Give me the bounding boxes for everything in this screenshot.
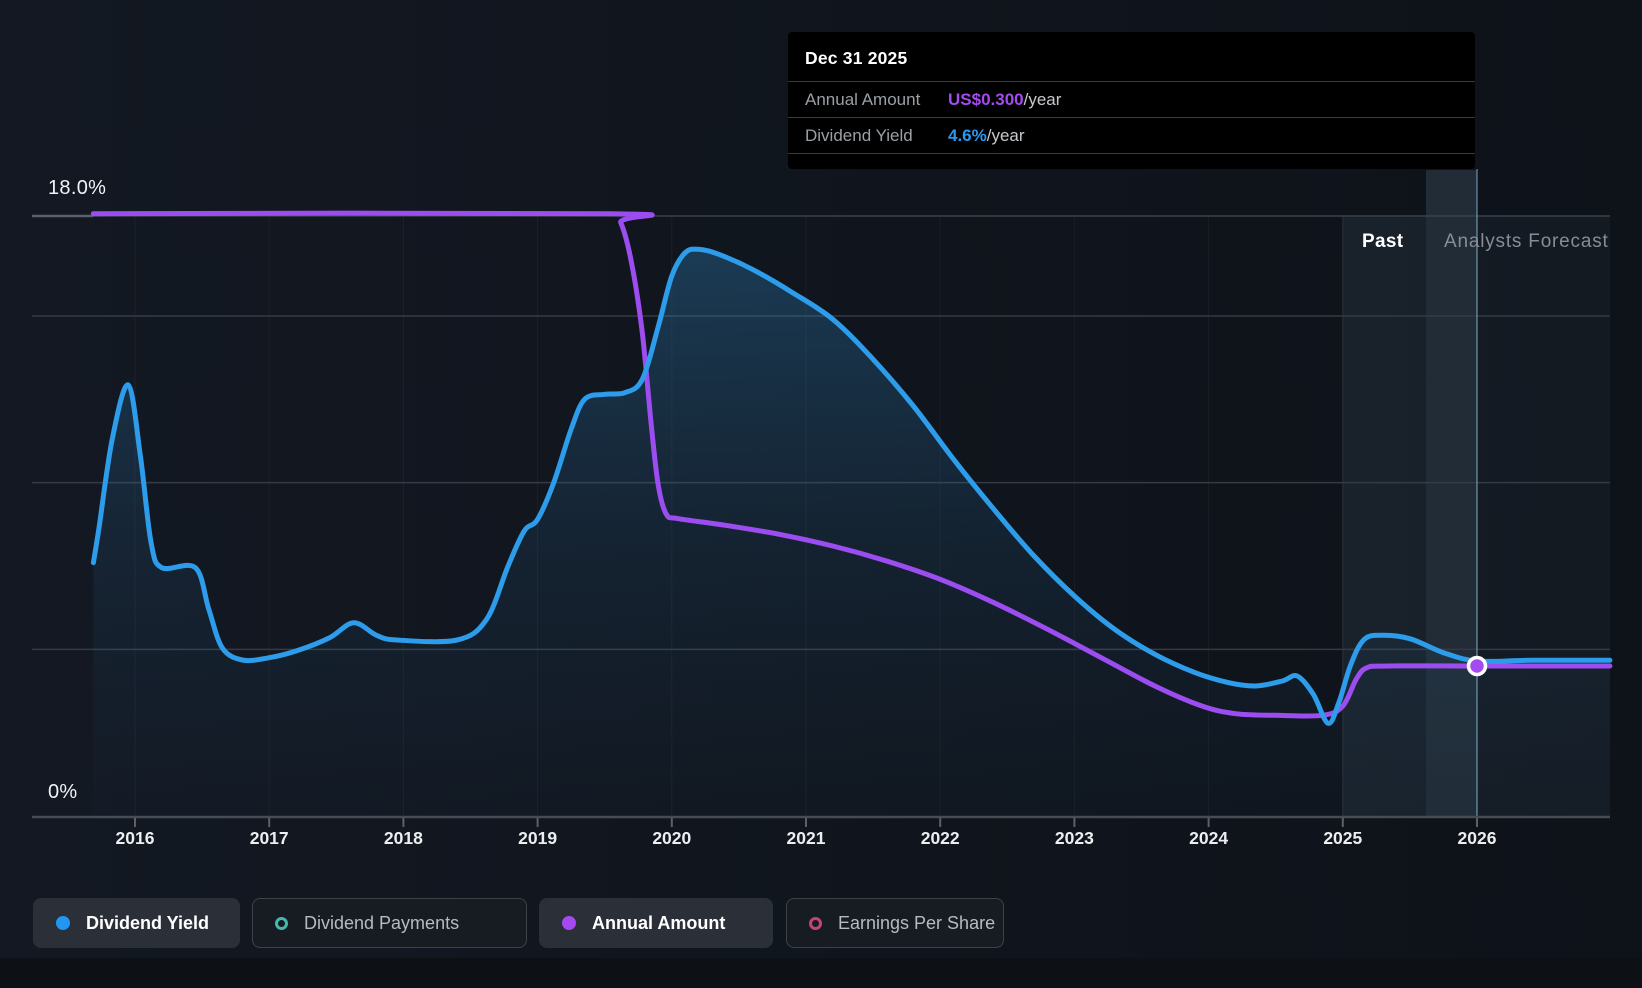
x-axis-label: 2024 <box>1189 828 1229 848</box>
legend-button-earnings-per-share[interactable]: Earnings Per Share <box>786 898 1004 948</box>
legend-button-label: Dividend Yield <box>86 912 210 933</box>
legend-button-dividend-yield[interactable]: Dividend Yield <box>33 898 240 948</box>
tooltip-row-label: Annual Amount <box>805 89 921 109</box>
tooltip-row-value: US$0.300 <box>948 89 1024 109</box>
x-axis-label: 2016 <box>115 828 155 848</box>
tooltip-row-label: Dividend Yield <box>805 125 913 145</box>
x-axis-label: 2019 <box>518 828 558 848</box>
x-axis-label: 2022 <box>920 828 960 848</box>
dividend-yield-area <box>93 249 1610 816</box>
chart-tooltip: Dec 31 2025 Annual Amount US$0.300/year Di… <box>788 32 1475 169</box>
chart-legend: Dividend Yield Dividend Payments Annual Am… <box>0 898 1642 948</box>
legend-ring-icon <box>275 916 288 930</box>
legend-button-annual-amount[interactable]: Annual Amount <box>539 898 773 948</box>
legend-button-dividend-payments[interactable]: Dividend Payments <box>252 898 527 948</box>
x-axis-label: 2023 <box>1054 828 1094 848</box>
past-region-label: Past <box>1362 231 1404 252</box>
x-axis-label: 2017 <box>249 828 289 848</box>
x-axis-label: 2026 <box>1457 828 1497 848</box>
x-axis-label: 2025 <box>1323 828 1363 848</box>
legend-ring-icon <box>809 916 822 930</box>
legend-dot-icon <box>56 916 70 930</box>
bottom-strip <box>0 958 1642 988</box>
y-axis-label-bottom: 0% <box>48 781 78 803</box>
legend-dot-icon <box>562 916 576 930</box>
analysts-forecast-region-label: Analysts Forecast <box>1444 231 1609 252</box>
x-axis-label: 2020 <box>652 828 692 848</box>
tooltip-row: Dividend Yield 4.6%/year <box>788 117 1475 154</box>
annual-amount-line <box>90 210 1613 719</box>
legend-button-label: Earnings Per Share <box>838 912 996 933</box>
tooltip-rows: Annual Amount US$0.300/year Dividend Yield… <box>788 81 1475 154</box>
legend-button-label: Dividend Payments <box>304 912 460 933</box>
tooltip-row-suffix: /year <box>986 125 1025 145</box>
hover-marker <box>1466 655 1488 677</box>
x-axis-label: 2021 <box>786 828 826 848</box>
x-axis-label: 2018 <box>383 828 423 848</box>
legend-button-label: Annual Amount <box>592 912 726 933</box>
tooltip-date-title: Dec 31 2025 <box>805 48 908 68</box>
dividend-yield-line <box>90 246 1613 726</box>
tooltip-row-suffix: /year <box>1023 89 1062 109</box>
tooltip-row-value: 4.6% <box>948 125 987 145</box>
tooltip-row: Annual Amount US$0.300/year <box>788 81 1475 117</box>
y-axis-label-top: 18.0% <box>48 177 107 199</box>
